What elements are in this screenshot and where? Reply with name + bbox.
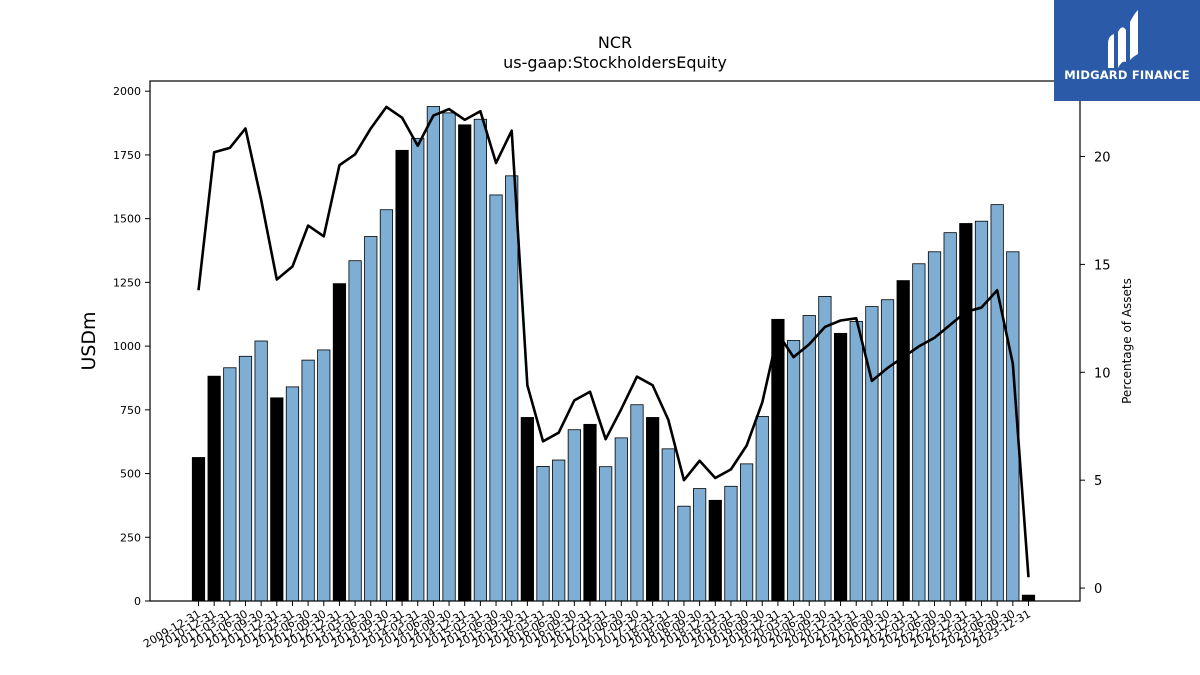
midgard-logo-icon: [1108, 10, 1138, 68]
bar-2017-12-31: [646, 417, 660, 602]
bar-2014-12-31: [458, 124, 472, 602]
bar-2016-06-30: [552, 459, 566, 602]
bar-2015-09-30: [505, 175, 519, 602]
chart-title-line1: NCR: [598, 33, 632, 52]
bar-2014-03-31: [411, 137, 425, 602]
bar-2023-06-30: [990, 204, 1004, 602]
bar-2020-09-30: [818, 295, 832, 602]
bar-2019-06-30: [740, 463, 754, 602]
y-tick-label: 500: [120, 468, 141, 481]
bar-2018-03-31: [661, 448, 675, 602]
bar-2017-03-31: [599, 466, 613, 602]
bar-2012-06-30: [301, 359, 315, 602]
bar-2017-06-30: [614, 437, 628, 602]
y-axis-label: USDm: [78, 311, 100, 370]
bar-2020-12-31: [833, 332, 848, 602]
y2-tick-label: 5: [1094, 474, 1102, 489]
bar-2011-06-30: [238, 355, 253, 602]
bar-2016-03-31: [536, 466, 550, 602]
y-tick-label: 250: [120, 531, 141, 544]
bar-2019-12-31: [771, 318, 785, 602]
bar-2013-06-30: [364, 236, 378, 602]
bar-2023-03-31: [974, 220, 989, 602]
bar-2013-12-31: [395, 149, 409, 602]
bar-2021-03-31: [849, 320, 863, 602]
y-tick-label: 2000: [113, 85, 141, 98]
bar-2011-03-31: [223, 367, 237, 602]
y-tick-label: 1000: [113, 340, 141, 353]
bar-2022-09-30: [943, 232, 957, 602]
bar-2013-03-31: [348, 260, 362, 602]
bar-2016-12-31: [583, 423, 597, 602]
bar-2020-03-31: [786, 340, 801, 602]
bar-2021-09-30: [880, 299, 895, 602]
bar-2015-06-30: [489, 194, 503, 602]
bar-2015-12-31: [520, 417, 534, 602]
brand-logo: MIDGARD FINANCE: [1054, 0, 1200, 101]
y2-tick-label: 0: [1094, 582, 1102, 597]
bar-2022-03-31: [912, 263, 926, 602]
bar-2009-12-31: [191, 457, 206, 602]
bar-2019-09-30: [755, 416, 769, 602]
x-axis: 2009-12-312010-12-312011-03-312011-06-30…: [141, 601, 1033, 651]
bar-2018-06-30: [677, 505, 691, 602]
y2-axis-label: Percentage of Assets: [1120, 278, 1134, 404]
y-tick-label: 1500: [113, 213, 141, 226]
line-series: [197, 105, 1030, 578]
chart-title-line2: us-gaap:StockholdersEquity: [503, 53, 727, 72]
bar-2015-03-31: [473, 118, 487, 602]
y2-tick-label: 20: [1094, 151, 1111, 166]
bar-2010-12-31: [207, 375, 221, 602]
y2-tick-label: 10: [1094, 366, 1111, 381]
pct-of-assets-line: [197, 105, 1030, 578]
y-tick-label: 1250: [113, 276, 141, 289]
bar-2011-09-30: [254, 340, 268, 602]
bar-2017-09-30: [630, 404, 644, 602]
y-tick-label: 750: [120, 404, 141, 417]
bar-2012-12-31: [332, 283, 347, 602]
bar-2018-12-31: [708, 499, 722, 602]
y-axis: 0 250 500 750 1000 1250 1500 1750 2000: [113, 85, 150, 608]
bar-2021-12-31: [896, 280, 910, 602]
brand-name: MIDGARD FINANCE: [1064, 68, 1190, 82]
bar-2022-06-30: [927, 251, 942, 602]
bar-2019-03-31: [724, 485, 738, 602]
bar-2014-09-30: [442, 112, 456, 602]
y2-tick-label: 15: [1094, 258, 1111, 273]
bar-2012-03-31: [285, 386, 300, 602]
bar-2011-12-31: [270, 397, 284, 602]
y-tick-label: 1750: [113, 149, 141, 162]
bar-2013-09-30: [379, 209, 394, 602]
bar-2022-12-31: [959, 223, 973, 602]
bar-2020-06-30: [802, 315, 816, 602]
bar-2016-09-30: [567, 429, 581, 602]
bar-2018-09-30: [693, 488, 707, 602]
y-tick-label: 0: [134, 595, 141, 608]
bar-2023-12-31: [1021, 594, 1036, 602]
bar-2012-09-30: [317, 349, 331, 602]
plot-frame: [149, 80, 1081, 602]
y2-axis: 0 5 10 15 20: [1080, 151, 1111, 597]
bar-2014-06-30: [426, 106, 441, 602]
bar-2021-06-30: [865, 306, 879, 602]
